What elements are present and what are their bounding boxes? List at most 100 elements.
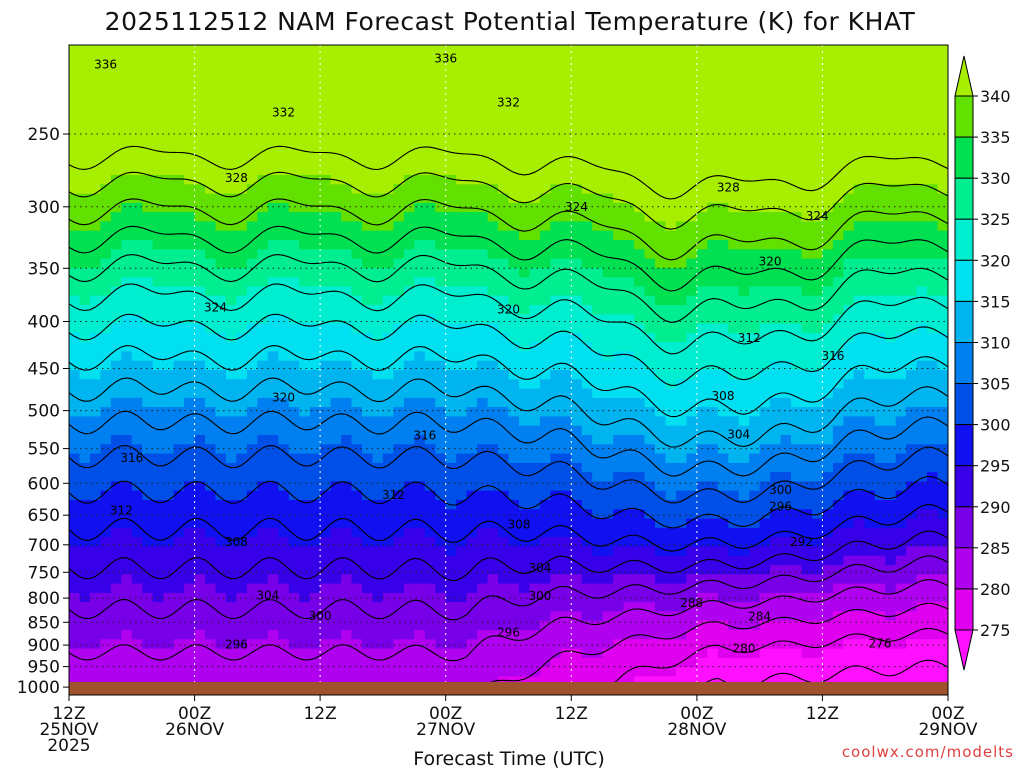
- fill-cell: [623, 72, 635, 83]
- fill-cell: [288, 277, 300, 287]
- fill-cell: [529, 63, 541, 74]
- fill-cell: [100, 462, 112, 473]
- fill-cell: [801, 472, 813, 482]
- fill-cell: [655, 472, 667, 482]
- fill-cell: [508, 277, 520, 287]
- fill-cell: [759, 509, 771, 520]
- fill-cell: [498, 537, 510, 547]
- fill-cell: [749, 119, 761, 130]
- fill-cell: [215, 175, 227, 185]
- fill-cell: [236, 45, 248, 55]
- fill-cell: [288, 435, 300, 445]
- fill-cell: [163, 240, 175, 250]
- fill-cell: [236, 184, 248, 195]
- fill-cell: [89, 620, 101, 631]
- fill-cell: [393, 240, 405, 250]
- fill-cell: [749, 509, 761, 520]
- fill-cell: [707, 481, 719, 492]
- fill-cell: [69, 277, 81, 287]
- fill-cell: [362, 500, 374, 510]
- fill-cell: [194, 472, 206, 482]
- fill-cell: [330, 221, 342, 232]
- fill-cell: [184, 379, 196, 390]
- fill-cell: [655, 82, 667, 92]
- fill-cell: [205, 574, 217, 585]
- fill-cell: [487, 286, 499, 297]
- fill-cell: [173, 620, 185, 631]
- fill-cell: [110, 537, 122, 547]
- fill-cell: [309, 639, 321, 650]
- fill-cell: [717, 397, 729, 408]
- fill-cell: [456, 472, 468, 482]
- fill-cell: [89, 527, 101, 538]
- fill-cell: [644, 128, 656, 139]
- fill-cell: [477, 648, 489, 659]
- fill-cell: [89, 546, 101, 557]
- fill-cell: [498, 45, 510, 55]
- fill-cell: [602, 156, 614, 167]
- fill-cell: [79, 332, 91, 343]
- fill-cell: [205, 379, 217, 390]
- fill-cell: [424, 537, 436, 547]
- fill-cell: [780, 128, 792, 139]
- fill-cell: [780, 240, 792, 250]
- fill-cell: [592, 342, 604, 352]
- fill-cell: [560, 397, 572, 408]
- fill-cell: [382, 518, 394, 529]
- fill-cell: [184, 267, 196, 278]
- fill-cell: [560, 388, 572, 399]
- fill-cell: [330, 165, 342, 176]
- fill-cell: [791, 351, 803, 362]
- fill-cell: [257, 583, 269, 594]
- fill-cell: [236, 630, 248, 640]
- fill-cell: [152, 175, 164, 185]
- fill-cell: [634, 574, 646, 585]
- fill-cell: [382, 555, 394, 566]
- fill-cell: [686, 240, 698, 250]
- fill-cell: [780, 630, 792, 640]
- fill-cell: [686, 175, 698, 185]
- fill-cell: [791, 295, 803, 306]
- fill-cell: [330, 555, 342, 566]
- fill-cell: [539, 351, 551, 362]
- fill-cell: [644, 574, 656, 585]
- fill-cell: [320, 295, 332, 306]
- fill-cell: [131, 137, 143, 148]
- fill-cell: [110, 332, 122, 343]
- fill-cell: [341, 212, 353, 222]
- fill-cell: [717, 583, 729, 594]
- fill-cell: [351, 630, 363, 640]
- fill-cell: [456, 295, 468, 306]
- fill-cell: [351, 314, 363, 325]
- fill-cell: [131, 546, 143, 557]
- fill-cell: [152, 370, 164, 380]
- fill-cell: [675, 332, 687, 343]
- fill-cell: [445, 583, 457, 594]
- fill-cell: [152, 537, 164, 547]
- fill-cell: [152, 212, 164, 222]
- fill-cell: [69, 258, 81, 269]
- fill-cell: [675, 472, 687, 482]
- fill-cell: [487, 147, 499, 157]
- fill-cell: [215, 630, 227, 640]
- fill-cell: [309, 444, 321, 455]
- fill-cell: [267, 240, 279, 250]
- fill-cell: [194, 267, 206, 278]
- fill-cell: [435, 119, 447, 130]
- fill-cell: [215, 648, 227, 659]
- fill-cell: [665, 323, 677, 334]
- fill-cell: [801, 620, 813, 631]
- fill-cell: [382, 657, 394, 668]
- fill-cell: [519, 351, 531, 362]
- fill-cell: [696, 657, 708, 668]
- fill-cell: [320, 657, 332, 668]
- fill-cell: [477, 147, 489, 157]
- fill-cell: [759, 416, 771, 427]
- fill-cell: [770, 639, 782, 650]
- fill-cell: [550, 592, 562, 603]
- fill-cell: [738, 212, 750, 222]
- fill-cell: [602, 360, 614, 371]
- fill-cell: [236, 72, 248, 83]
- fill-cell: [362, 342, 374, 352]
- fill-cell: [351, 425, 363, 436]
